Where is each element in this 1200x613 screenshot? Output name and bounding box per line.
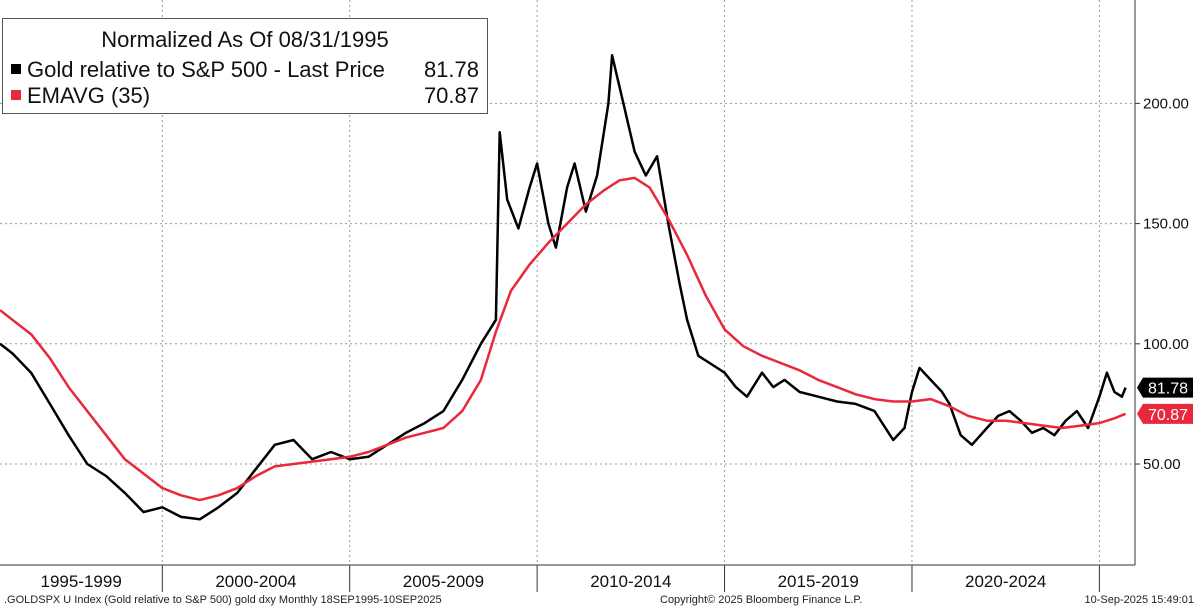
- legend-swatch-black: [11, 64, 21, 74]
- last-value-tag-emavg: [1137, 403, 1193, 424]
- y-tick-label: 200.00: [1143, 95, 1189, 112]
- y-tick-label: 100.00: [1143, 336, 1189, 353]
- footer-source: .GOLDSPX U Index (Gold relative to S&P 5…: [4, 594, 442, 606]
- x-period-label: 2005-2009: [403, 572, 484, 591]
- y-tick-label: 50.00: [1143, 456, 1181, 473]
- x-period-label: 2015-2019: [778, 572, 859, 591]
- legend-item-emavg: EMAVG (35) 70.87: [11, 83, 479, 109]
- footer-timestamp: 10-Sep-2025 15:49:01: [1084, 594, 1194, 606]
- legend-value-gold-ratio: 81.78: [423, 57, 479, 82]
- legend: Normalized As Of 08/31/1995 Gold relativ…: [2, 18, 488, 114]
- y-tick-label: 150.00: [1143, 216, 1189, 233]
- axis-layer: 50.00 100.00 150.00 200.00 1995-1999 2000-200…: [0, 0, 1189, 592]
- legend-swatch-red: [11, 90, 21, 100]
- label-layer: 81.78 70.87: [1137, 377, 1193, 424]
- last-value-text-emavg: 70.87: [1148, 407, 1188, 424]
- series-line-emavg: [0, 176, 1127, 502]
- x-period-label: 2000-2004: [215, 572, 296, 591]
- series-line-gold-ratio: [0, 54, 1127, 521]
- footer-copyright: Copyright© 2025 Bloomberg Finance L.P.: [660, 594, 863, 606]
- legend-item-gold-ratio: Gold relative to S&P 500 - Last Price 81…: [11, 57, 479, 83]
- series-layer: [0, 54, 1127, 521]
- legend-value-emavg: 70.87: [423, 83, 479, 108]
- x-period-label: 1995-1999: [40, 572, 121, 591]
- grid-layer: [0, 0, 1135, 565]
- x-period-label: 2020-2024: [965, 572, 1046, 591]
- last-value-text-gold-ratio: 81.78: [1148, 381, 1188, 398]
- chart-title: Normalized As Of 08/31/1995: [101, 27, 389, 52]
- legend-label-emavg: EMAVG (35): [27, 83, 151, 108]
- legend-label-gold-ratio: Gold relative to S&P 500 - Last Price: [27, 57, 385, 82]
- last-value-tag-gold-ratio: [1137, 377, 1193, 398]
- x-period-label: 2010-2014: [590, 572, 671, 591]
